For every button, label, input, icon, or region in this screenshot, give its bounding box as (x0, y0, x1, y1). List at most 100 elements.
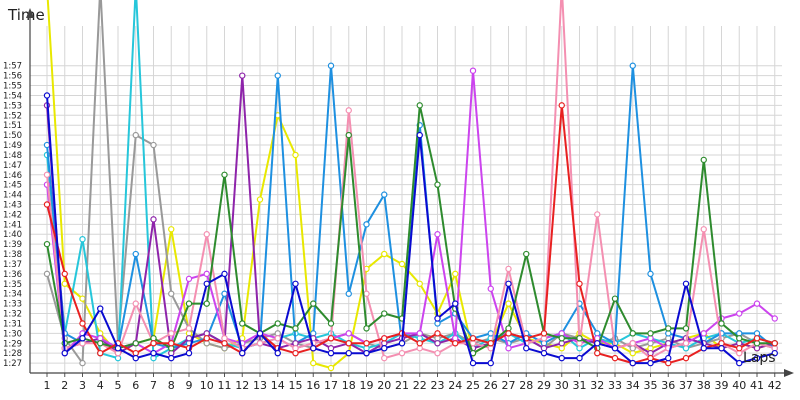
x-tick-label: 6 (132, 379, 139, 392)
data-point (221, 340, 228, 347)
data-point (168, 340, 175, 347)
data-point (505, 345, 512, 352)
y-tick-label: 1:39 (3, 240, 22, 250)
data-point (469, 359, 477, 367)
data-point (682, 354, 690, 362)
data-point (79, 359, 86, 367)
data-point (132, 250, 139, 258)
data-point (523, 345, 530, 352)
data-point (771, 340, 778, 347)
data-point (97, 305, 104, 312)
data-point (150, 141, 157, 149)
x-axis-title: Laps (743, 350, 776, 366)
x-tick-label: 40 (732, 379, 746, 392)
y-tick-label: 1:44 (3, 191, 22, 201)
data-point (647, 270, 654, 278)
data-point (558, 102, 565, 109)
data-point (221, 171, 228, 178)
y-tick-label: 1:35 (3, 280, 22, 290)
x-tick-label: 4 (97, 379, 104, 392)
y-tick-label: 1:57 (3, 62, 22, 72)
data-point (647, 330, 654, 337)
data-point (345, 340, 352, 347)
series-line (46, 0, 776, 365)
data-point (221, 270, 228, 278)
data-point (682, 325, 690, 332)
data-point (327, 320, 335, 327)
data-point (505, 265, 512, 273)
series-line (46, 0, 776, 360)
data-point (256, 330, 264, 337)
y-tick-label: 1:47 (3, 161, 22, 171)
data-point (185, 335, 193, 342)
y-tick-label: 1:53 (3, 101, 22, 111)
data-point (629, 340, 636, 347)
data-point (203, 300, 210, 307)
data-point (736, 345, 743, 352)
data-point (718, 320, 725, 327)
x-tick-label: 19 (360, 379, 374, 392)
data-point (523, 250, 530, 258)
data-point (114, 345, 122, 352)
x-tick-label: 23 (431, 379, 445, 392)
data-point (274, 72, 281, 79)
y-tick-label: 1:34 (3, 290, 22, 300)
x-tick-label: 25 (466, 379, 480, 392)
data-point (239, 72, 246, 79)
data-point (416, 340, 423, 347)
data-point (185, 349, 193, 357)
y-axis-title: Time (7, 6, 45, 24)
x-tick-label: 8 (168, 379, 175, 392)
data-point (700, 345, 707, 352)
x-tick-label: 37 (679, 379, 693, 392)
series-3 (43, 0, 778, 362)
y-tick-label: 1:51 (3, 121, 22, 131)
y-tick-label: 1:29 (3, 339, 22, 349)
data-point (150, 340, 157, 347)
data-point (576, 335, 583, 342)
data-point (647, 359, 654, 367)
data-point (203, 270, 210, 278)
data-point (221, 290, 228, 297)
x-tick-label: 12 (235, 379, 249, 392)
x-tick-label: 42 (768, 379, 782, 392)
data-point (239, 320, 246, 327)
series-line (46, 0, 776, 369)
data-point (363, 349, 370, 357)
data-point (345, 131, 352, 139)
x-tick-label: 3 (79, 379, 86, 392)
data-point (629, 330, 636, 337)
data-point (256, 196, 264, 203)
data-point (629, 62, 636, 69)
y-tick-label: 1:40 (3, 230, 22, 240)
data-point (43, 171, 51, 178)
data-point (43, 92, 51, 99)
x-tick-label: 14 (271, 379, 285, 392)
data-point (239, 349, 246, 357)
data-point (611, 354, 619, 362)
data-point (203, 280, 210, 287)
x-tick-label: 21 (395, 379, 409, 392)
data-point (79, 235, 86, 243)
data-point (469, 335, 477, 342)
y-tick-label: 1:37 (3, 260, 22, 270)
series-10 (43, 92, 778, 367)
x-tick-label: 41 (750, 379, 764, 392)
y-tick-label: 1:45 (3, 181, 22, 191)
data-point (682, 280, 690, 287)
x-tick-label: 9 (186, 379, 193, 392)
data-point (434, 330, 441, 337)
data-point (363, 221, 370, 228)
data-point (274, 335, 281, 342)
data-point (327, 62, 335, 69)
data-point (594, 349, 601, 357)
x-tick-label: 17 (324, 379, 338, 392)
data-point (132, 354, 139, 362)
data-point (452, 300, 459, 307)
data-point (310, 345, 317, 352)
data-point (665, 325, 672, 332)
data-point (327, 335, 335, 342)
data-point (132, 131, 139, 139)
data-point (576, 354, 583, 362)
y-tick-label: 1:49 (3, 141, 22, 151)
